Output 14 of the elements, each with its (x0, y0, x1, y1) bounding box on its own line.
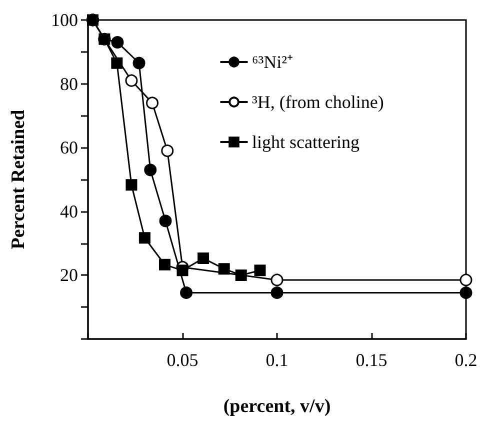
legend-label: ³H, (from choline) (252, 92, 384, 112)
y-tick-label: 20 (60, 265, 78, 286)
y-tick-label: 40 (60, 201, 78, 222)
x-tick-label: 0.05 (166, 350, 198, 370)
x-axis-title: (percent, v/v) (223, 396, 331, 417)
y-axis-title: Percent Retained (8, 109, 29, 250)
legend-label: light scattering (252, 132, 360, 152)
y-tick-label: 80 (60, 74, 78, 94)
x-tick-label: 0.2 (454, 350, 478, 370)
legend-label: ⁶³Ni²⁺ (252, 52, 294, 72)
y-tick-label: 60 (60, 138, 78, 158)
x-tick-label: 0.1 (266, 350, 288, 370)
y-tick-label: 100 (51, 10, 78, 30)
x-tick-label: 0.15 (356, 350, 388, 370)
